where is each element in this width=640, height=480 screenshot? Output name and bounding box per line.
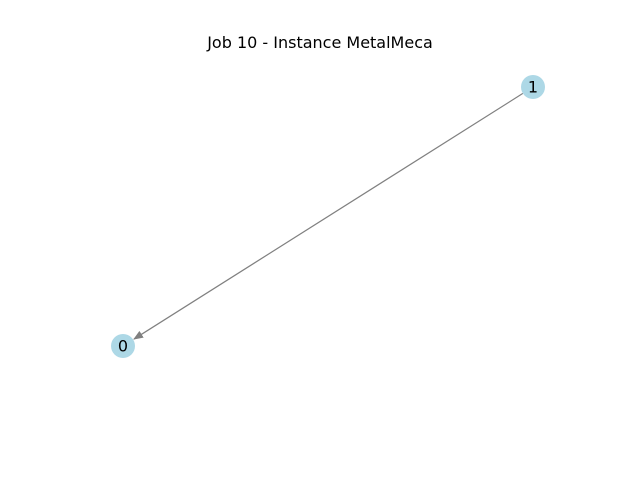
node-label: 1 — [528, 78, 538, 97]
node-label: 0 — [118, 337, 128, 356]
nodes-layer: 01 — [111, 75, 545, 358]
figure-title: Job 10 - Instance MetalMeca — [207, 33, 433, 52]
node-circle — [521, 75, 545, 99]
edge-1-to-0 — [133, 92, 524, 340]
node-0: 0 — [111, 334, 135, 358]
node-circle — [111, 334, 135, 358]
edges-layer — [133, 92, 524, 340]
node-1: 1 — [521, 75, 545, 99]
